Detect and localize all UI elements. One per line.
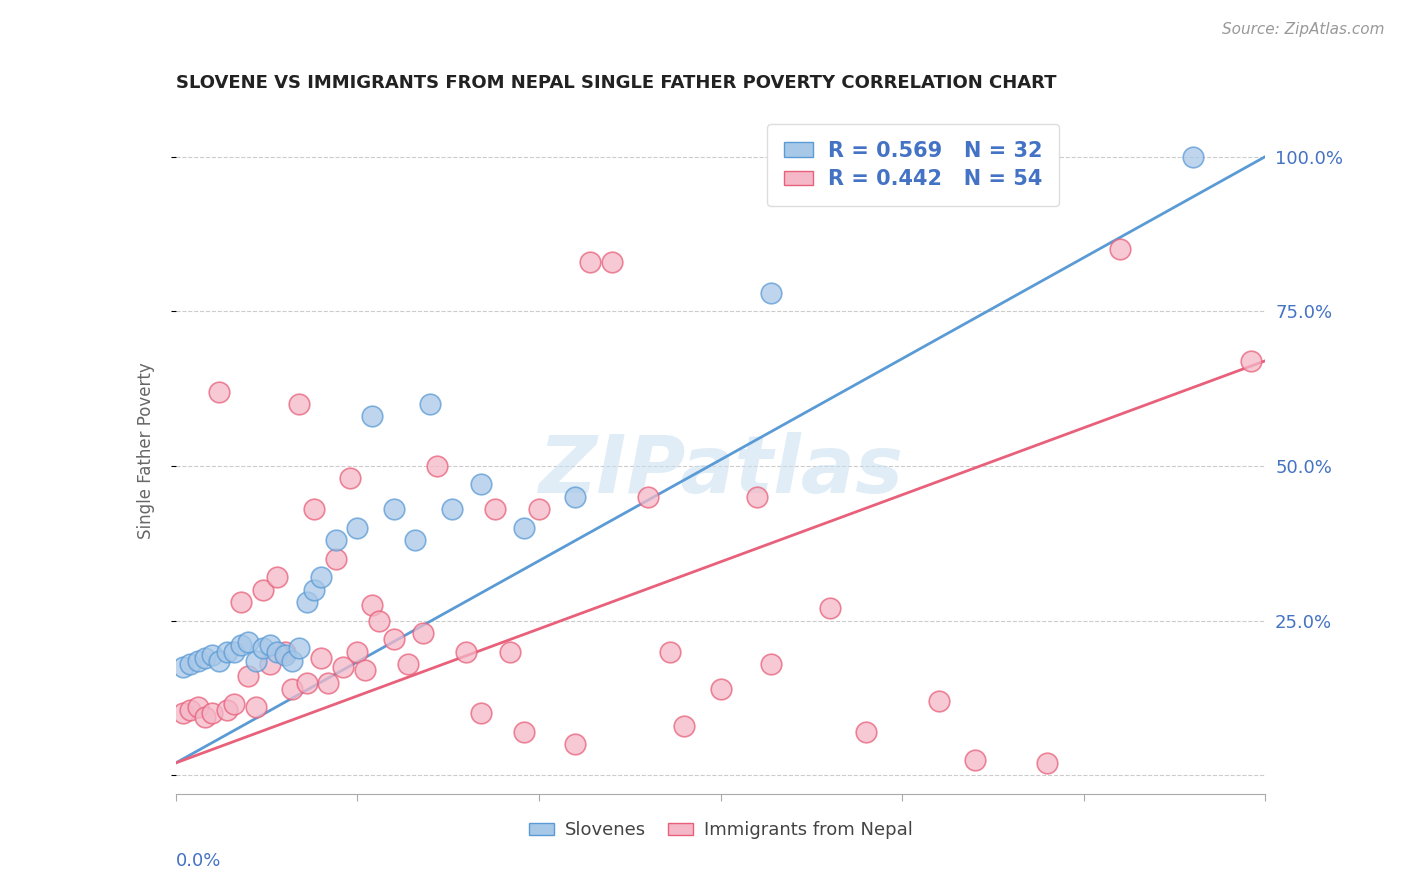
Point (339, 471, 361, 485)
Point (564, 490, 586, 504)
Point (564, 738, 586, 752)
Legend: Slovenes, Immigrants from Nepal: Slovenes, Immigrants from Nepal (522, 814, 920, 847)
Point (579, 254, 602, 268)
Point (179, 703, 201, 717)
Point (419, 397, 441, 411)
Point (928, 694, 950, 708)
Point (252, 582, 274, 597)
Point (309, 570, 332, 584)
Point (470, 477, 492, 491)
Point (353, 663, 375, 677)
Point (281, 654, 304, 668)
Point (745, 490, 768, 504)
Point (499, 644, 522, 658)
Point (527, 502, 550, 516)
Point (360, 409, 382, 424)
Point (215, 703, 238, 717)
Point (238, 669, 260, 683)
Point (484, 502, 506, 516)
Point (302, 582, 325, 597)
Point (761, 285, 783, 300)
Point (1036, 756, 1059, 770)
Point (396, 657, 419, 671)
Point (513, 521, 536, 535)
Point (266, 644, 288, 658)
Point (288, 641, 311, 656)
Point (658, 644, 681, 658)
Point (1181, 149, 1204, 163)
Point (266, 570, 288, 584)
Point (325, 551, 347, 566)
Point (346, 644, 368, 658)
Point (179, 657, 201, 671)
Point (186, 654, 209, 668)
Point (295, 675, 318, 690)
Point (318, 675, 340, 690)
Point (252, 641, 274, 656)
Point (281, 681, 304, 696)
Point (295, 595, 318, 609)
Point (855, 725, 877, 739)
Point (215, 644, 238, 658)
Text: Source: ZipAtlas.com: Source: ZipAtlas.com (1222, 22, 1385, 37)
Point (600, 254, 623, 268)
Point (412, 626, 434, 640)
Point (1109, 243, 1132, 257)
Point (426, 458, 449, 473)
Point (360, 598, 382, 612)
Point (172, 706, 194, 721)
Point (637, 490, 659, 504)
Point (710, 681, 733, 696)
Point (673, 719, 696, 733)
Point (963, 753, 986, 767)
Point (309, 650, 332, 665)
Point (245, 700, 267, 714)
Y-axis label: Single Father Poverty: Single Father Poverty (136, 362, 155, 539)
Point (382, 632, 405, 647)
Point (382, 502, 405, 516)
Point (259, 657, 281, 671)
Text: ZIPatlas: ZIPatlas (538, 432, 903, 510)
Point (259, 639, 281, 653)
Point (201, 706, 224, 721)
Point (186, 700, 209, 714)
Point (194, 650, 217, 665)
Point (325, 533, 347, 548)
Point (470, 706, 492, 721)
Point (222, 644, 245, 658)
Point (231, 595, 253, 609)
Point (405, 533, 427, 548)
Text: SLOVENE VS IMMIGRANTS FROM NEPAL SINGLE FATHER POVERTY CORRELATION CHART: SLOVENE VS IMMIGRANTS FROM NEPAL SINGLE … (176, 74, 1056, 92)
Point (238, 635, 260, 649)
Point (222, 697, 245, 711)
Point (456, 644, 478, 658)
Point (1240, 353, 1263, 368)
Point (208, 654, 231, 668)
Text: 0.0%: 0.0% (176, 852, 221, 871)
Point (274, 644, 297, 658)
Point (288, 397, 311, 411)
Point (332, 660, 354, 674)
Point (346, 521, 368, 535)
Point (761, 657, 783, 671)
Point (172, 660, 194, 674)
Point (208, 384, 231, 399)
Point (274, 648, 297, 662)
Point (201, 648, 224, 662)
Point (818, 601, 841, 615)
Point (440, 502, 463, 516)
Point (368, 614, 391, 628)
Point (302, 502, 325, 516)
Point (513, 725, 536, 739)
Point (194, 709, 217, 723)
Point (231, 639, 253, 653)
Point (245, 654, 267, 668)
